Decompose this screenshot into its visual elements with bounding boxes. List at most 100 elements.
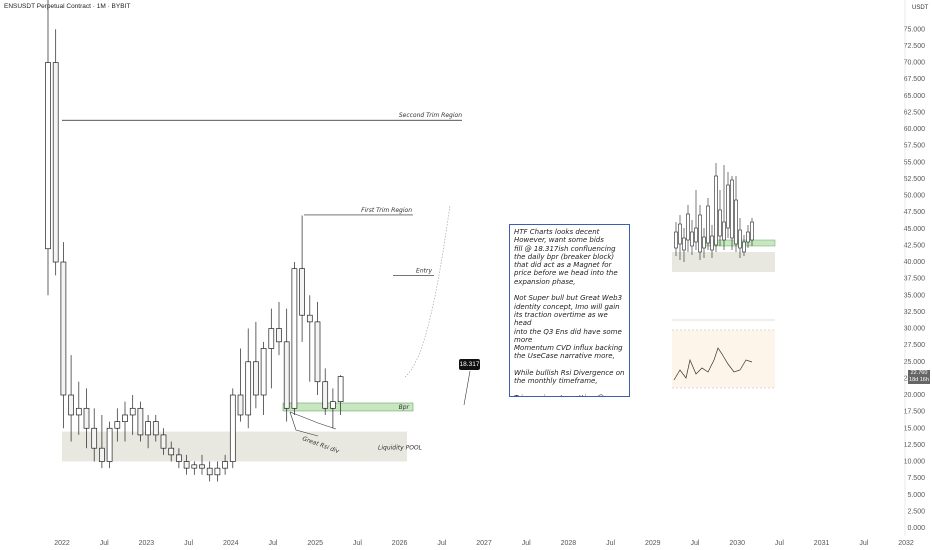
candle-body [52, 62, 59, 263]
inset-candle [682, 228, 686, 262]
inset-candle-body [742, 241, 746, 253]
candle-body [199, 464, 205, 469]
x-tick-label: 2024 [223, 540, 239, 547]
x-tick-label: Jul [269, 540, 278, 547]
badge-arrow [463, 370, 471, 406]
inset-candle [698, 205, 702, 260]
x-tick-label: 2030 [729, 540, 745, 547]
target-price-badge: 18.317 [459, 359, 480, 370]
inset-candle-body [718, 209, 722, 237]
rsi-band [672, 330, 775, 388]
y-tick-label: 40.000 [904, 259, 926, 266]
x-tick-label: 2031 [814, 540, 830, 547]
y-tick-label: 12.500 [904, 442, 926, 449]
candle [283, 308, 290, 422]
inset-candle-body [746, 231, 750, 243]
candle-body [91, 427, 98, 449]
candle [183, 454, 190, 475]
candle-body [330, 401, 336, 409]
inset-candle-body [734, 199, 738, 245]
rsi-div-line [289, 411, 337, 430]
candle [137, 401, 144, 442]
candle-body [337, 376, 344, 403]
candle [206, 461, 213, 482]
y-tick-label: 47.500 [904, 209, 926, 216]
candle-body [191, 464, 198, 469]
candle-body [253, 361, 259, 396]
candle-body [237, 394, 244, 416]
candle-body [137, 407, 144, 436]
candle-body [152, 421, 159, 436]
x-tick-label: 2029 [645, 540, 661, 547]
x-tick-label: Jul [606, 540, 615, 547]
x-tick-label: 2028 [561, 540, 577, 547]
inset-candle [674, 222, 678, 256]
candle [122, 401, 128, 442]
candle-body [314, 321, 321, 383]
inset-candle [738, 218, 742, 258]
inset-liquidity-zone [672, 252, 775, 272]
y-tick-label: 60.000 [904, 126, 926, 133]
inset-candle-body [674, 231, 678, 249]
candle [83, 388, 90, 449]
chart-title: ENSUSDT Perpetual Contract · 1M · BYBIT [4, 3, 131, 10]
candle [160, 428, 167, 455]
rsi-div-line [289, 411, 319, 437]
inset-candle [718, 190, 722, 246]
projection-path [404, 204, 451, 378]
x-tick-label: Jul [859, 540, 868, 547]
inset-candle [726, 172, 730, 238]
candle [222, 454, 228, 475]
y-tick-label: 32.500 [904, 309, 926, 316]
x-tick-label: 2026 [392, 540, 408, 547]
candle [99, 414, 105, 469]
y-tick-label: 62.500 [904, 109, 926, 116]
candles-layer [45, 0, 344, 482]
x-tick-label: Jul [775, 540, 784, 547]
inset-candle [742, 235, 746, 256]
candle-body [183, 461, 190, 469]
candle [176, 448, 182, 469]
inset-candle-body [730, 179, 734, 239]
candle [60, 242, 67, 429]
x-tick-label: 2023 [139, 540, 155, 547]
candle-body [322, 381, 329, 409]
candle-body [68, 394, 74, 416]
candle [253, 321, 259, 409]
y-tick-label: 42.500 [904, 242, 926, 249]
candle [330, 388, 336, 429]
inset-candle-body [714, 175, 718, 246]
x-tick-label: Jul [522, 540, 531, 547]
y-tick-label: 57.500 [904, 143, 926, 150]
candle [260, 341, 267, 415]
x-tick-label: 2022 [54, 540, 70, 547]
current-price-countdown: 18d 16h [909, 377, 929, 383]
inset-candle-body [690, 231, 694, 247]
x-axis: 2022 Jul 2023 Jul 2024 Jul 2025 Jul 2026 Jul 2027 J… [54, 540, 914, 547]
inset-candle-body [750, 221, 754, 241]
inset-candle-body [722, 221, 726, 241]
y-tick-label: 17.500 [904, 409, 926, 416]
candle-body [168, 447, 175, 456]
candle [276, 301, 282, 356]
candle-body [260, 348, 267, 396]
current-price-value: 22.760 [910, 370, 928, 376]
candle-body [75, 407, 82, 416]
candle-body [145, 421, 151, 436]
y-tick-label: 75.000 [904, 26, 926, 33]
y-tick-label: 55.000 [904, 159, 926, 166]
candle [314, 301, 321, 396]
y-tick-label: 65.000 [904, 93, 926, 100]
inset-candle [678, 215, 682, 260]
x-tick-label: 2027 [476, 540, 492, 547]
y-tick-label: 15.000 [904, 425, 926, 432]
candle-body [283, 341, 290, 409]
candle [245, 328, 252, 429]
candle [106, 421, 113, 469]
candle [268, 308, 275, 389]
inset-candle [694, 190, 698, 250]
inset-candle [730, 176, 734, 250]
y-tick-label: 37.500 [904, 276, 926, 283]
candle-body [222, 461, 228, 469]
